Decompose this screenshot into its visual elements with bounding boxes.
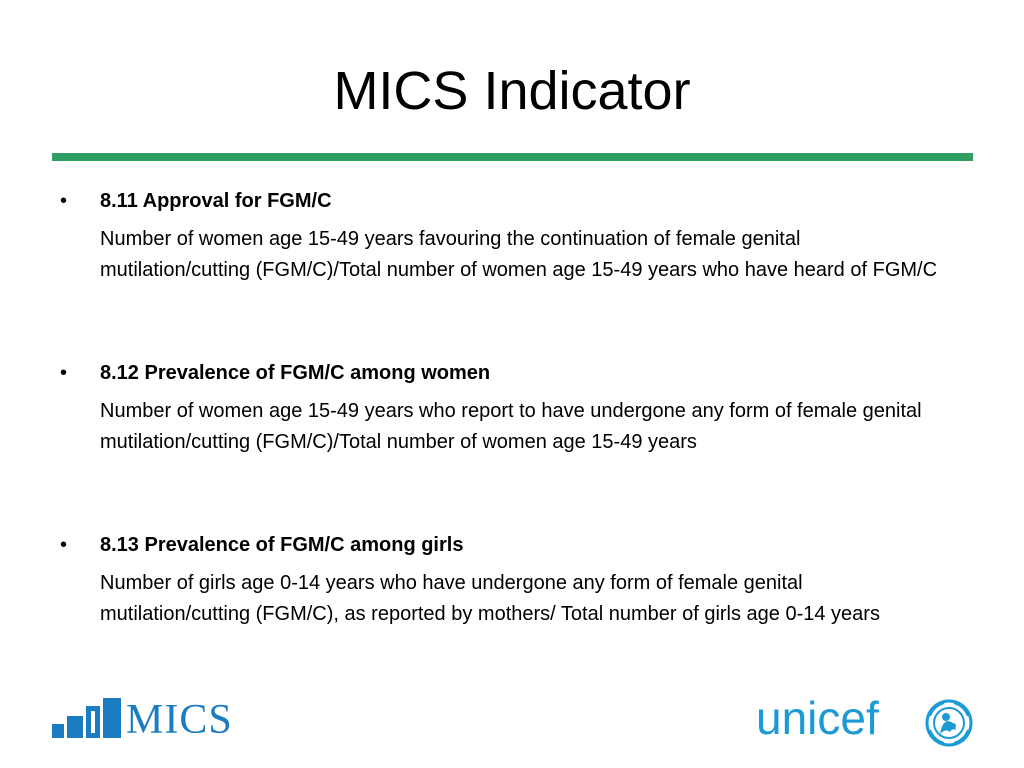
bullet: • bbox=[60, 534, 68, 556]
bullet: • bbox=[60, 190, 68, 212]
unicef-emblem-icon bbox=[925, 699, 973, 747]
indicator-description: Number of women age 15-49 years favourin… bbox=[100, 228, 938, 281]
slide-title: MICS Indicator bbox=[333, 61, 691, 121]
indicator-heading: 8.13 Prevalence of FGM/C among girls bbox=[100, 534, 464, 556]
unicef-logo-text: unicef bbox=[756, 692, 879, 744]
indicator-description: Number of girls age 0-14 years who have … bbox=[100, 572, 880, 625]
unicef-logo: unicef bbox=[756, 692, 976, 748]
mics-logo-bar-1 bbox=[52, 724, 64, 738]
bullet: • bbox=[60, 362, 68, 384]
mics-logo: MICS bbox=[52, 698, 252, 742]
indicator-heading: 8.12 Prevalence of FGM/C among women bbox=[100, 362, 491, 384]
mics-logo-bar-4 bbox=[103, 698, 121, 738]
mics-logo-bar-2 bbox=[67, 716, 83, 738]
indicator-heading: 8.11 Approval for FGM/C bbox=[100, 190, 332, 212]
mics-logo-text: MICS bbox=[126, 697, 233, 743]
mics-logo-bar-3 bbox=[86, 706, 100, 738]
indicator-description: Number of women age 15-49 years who repo… bbox=[100, 400, 922, 453]
title-divider bbox=[52, 153, 973, 161]
